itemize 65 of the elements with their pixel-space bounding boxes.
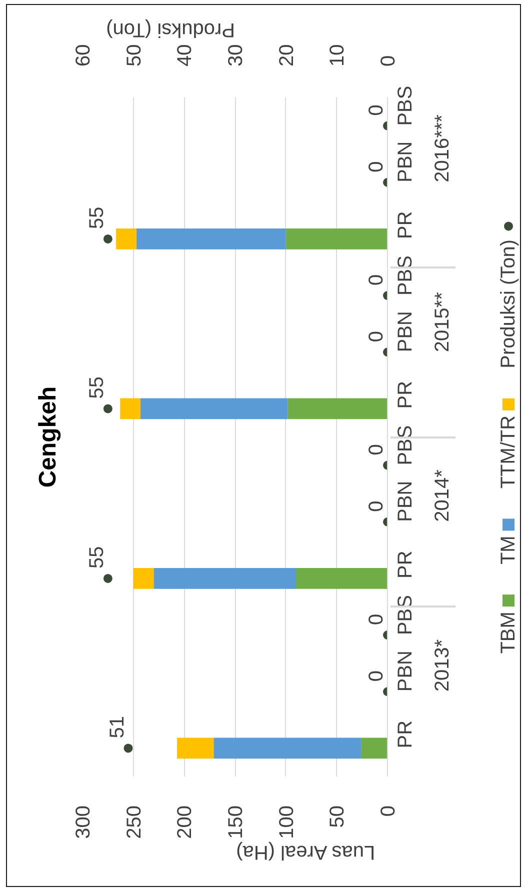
x2-tick-label: 20: [276, 44, 298, 66]
bar: [136, 228, 286, 250]
data-label: 0: [366, 614, 388, 626]
point: [103, 574, 112, 583]
bar: [361, 738, 388, 759]
text: 2013*: [432, 639, 454, 692]
x2-tick-label: 50: [123, 44, 146, 66]
data-label: 0: [366, 670, 388, 682]
text: Cengkeh: [34, 386, 62, 488]
x2-tick-label: 30: [225, 44, 247, 66]
y-tick-label: PBS: [394, 595, 416, 636]
bar: [296, 568, 388, 589]
legend-label: TBM: [498, 612, 520, 654]
x-tick-label: 0: [378, 806, 400, 817]
bar: [177, 738, 214, 759]
data-label: 0: [366, 444, 388, 456]
text: 2015**: [432, 292, 454, 352]
x-axis-title: Luas Areal (Ha): [236, 840, 376, 863]
x-tick-label: 250: [123, 805, 146, 839]
y-tick-label: PBS: [394, 425, 416, 466]
data-label: 55: [86, 376, 108, 399]
y-tick-label: PBN: [394, 141, 416, 182]
data-label: 0: [366, 500, 388, 512]
bar: [133, 568, 154, 589]
bar: [116, 228, 136, 250]
y-tick-label: PR: [394, 550, 416, 578]
bar: [214, 738, 362, 759]
bar: [120, 398, 140, 420]
x2-tick-label: 40: [174, 44, 196, 66]
bar: [140, 398, 288, 420]
y-tick-label: PBS: [394, 256, 416, 296]
x2-tick-label: 0: [378, 55, 400, 66]
y-tick-label: PR: [394, 380, 416, 409]
point: [124, 744, 133, 753]
x-tick-label: 50: [326, 805, 349, 828]
data-label: 51: [106, 716, 128, 738]
y-tick-label: PR: [394, 720, 416, 748]
x-tick-label: 100: [276, 805, 298, 839]
legend-label: Produksi (Ton): [498, 239, 520, 368]
text: 2016***: [432, 114, 454, 182]
legend-label: TM: [498, 536, 520, 565]
x2-axis-title: Produksi (Ton): [106, 18, 235, 40]
bar: [286, 228, 388, 250]
legend-label: TTM/TR: [498, 415, 520, 489]
bar: [154, 568, 296, 589]
data-label: 0: [366, 161, 388, 172]
y-tick-label: PBS: [394, 86, 416, 126]
bar: [288, 398, 388, 420]
x-tick-label: 300: [72, 805, 94, 839]
y-tick-label: PBN: [394, 311, 416, 352]
data-label: 0: [366, 274, 388, 286]
y-tick-label: PBN: [394, 650, 416, 692]
data-label: 55: [86, 206, 108, 229]
x2-tick-label: 10: [326, 44, 349, 66]
y-tick-label: PR: [394, 211, 416, 239]
point: [103, 234, 112, 244]
x-tick-label: 150: [225, 805, 247, 839]
data-label: 0: [366, 104, 388, 116]
data-label: 0: [366, 331, 388, 342]
x-tick-label: 200: [174, 805, 196, 839]
x2-tick-label: 60: [72, 44, 94, 66]
text: 2014*: [432, 469, 454, 522]
point: [103, 404, 112, 414]
data-label: 55: [86, 546, 108, 568]
y-tick-label: PBN: [394, 480, 416, 522]
